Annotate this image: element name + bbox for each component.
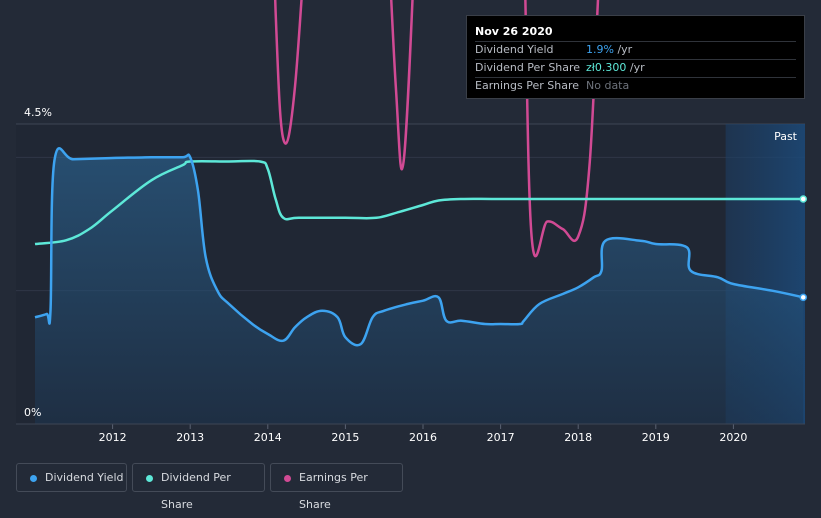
y-tick-label-min: 0%	[24, 406, 41, 419]
x-tick-label: 2016	[409, 431, 437, 444]
x-tick-label: 2013	[176, 431, 204, 444]
tooltip-value: No data	[586, 79, 630, 92]
tooltip-unit: /yr	[626, 61, 645, 74]
x-tick-label: 2018	[564, 431, 592, 444]
x-tick-label: 2019	[642, 431, 670, 444]
tooltip-row-earnings-per-share: Earnings Per Share No data	[475, 77, 796, 95]
tooltip-row-dividend-per-share: Dividend Per Share zł0.300 /yr	[475, 59, 796, 77]
past-label: Past	[774, 130, 798, 143]
dividend-per-share-line	[34, 159, 804, 246]
legend-dot-icon	[146, 475, 153, 482]
tooltip-row-dividend-yield: Dividend Yield 1.9% /yr	[475, 41, 796, 59]
dividend-yield-area	[35, 148, 804, 424]
tooltip-date: Nov 26 2020	[475, 25, 553, 38]
legend-earnings-per-share[interactable]: Earnings Per Share	[270, 463, 403, 511]
legend-dot-icon	[284, 475, 291, 482]
dividend-yield-marker	[799, 293, 807, 302]
data-tooltip: Nov 26 2020 Dividend Yield 1.9% /yr Divi…	[466, 15, 805, 99]
y-tick-label-max: 4.5%	[24, 106, 52, 119]
x-tick-label: 2017	[487, 431, 515, 444]
legend-label: Dividend Yield	[45, 471, 124, 484]
legend-dividend-yield[interactable]: Dividend Yield	[16, 463, 127, 492]
tooltip-value: 1.9%	[586, 43, 614, 56]
x-tick-label: 2020	[719, 431, 747, 444]
tooltip-value: zł0.300	[586, 61, 627, 74]
tooltip-label: Dividend Yield	[475, 43, 554, 56]
x-tick-label: 2012	[99, 431, 127, 444]
tooltip-label: Dividend Per Share	[475, 61, 581, 74]
legend-dividend-per-share[interactable]: Dividend Per Share	[132, 463, 265, 511]
x-tick-label: 2015	[331, 431, 359, 444]
tooltip-label: Earnings Per Share	[475, 79, 580, 92]
tooltip-unit: /yr	[613, 43, 633, 56]
legend-dot-icon	[30, 475, 37, 482]
dividend-per-share-marker	[799, 195, 807, 203]
x-tick-label: 2014	[254, 431, 282, 444]
dividend-yield-line	[34, 147, 804, 347]
